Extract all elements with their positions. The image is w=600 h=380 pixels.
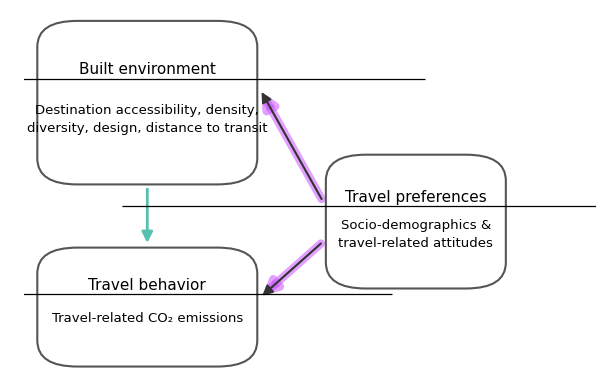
- FancyBboxPatch shape: [37, 21, 257, 184]
- FancyArrowPatch shape: [263, 94, 322, 199]
- FancyArrowPatch shape: [269, 244, 321, 290]
- Text: Travel preferences: Travel preferences: [345, 190, 487, 205]
- FancyBboxPatch shape: [37, 248, 257, 367]
- Text: Travel-related CO₂ emissions: Travel-related CO₂ emissions: [52, 312, 243, 325]
- Text: Socio-demographics &
travel-related attitudes: Socio-demographics & travel-related atti…: [338, 220, 493, 250]
- FancyArrowPatch shape: [266, 100, 322, 199]
- FancyArrowPatch shape: [264, 244, 321, 294]
- Text: Travel behavior: Travel behavior: [88, 278, 206, 293]
- Text: Destination accessibility, density,
diversity, design, distance to transit: Destination accessibility, density, dive…: [27, 103, 268, 135]
- Text: Built environment: Built environment: [79, 62, 216, 78]
- FancyBboxPatch shape: [326, 155, 506, 288]
- FancyArrowPatch shape: [143, 189, 152, 240]
